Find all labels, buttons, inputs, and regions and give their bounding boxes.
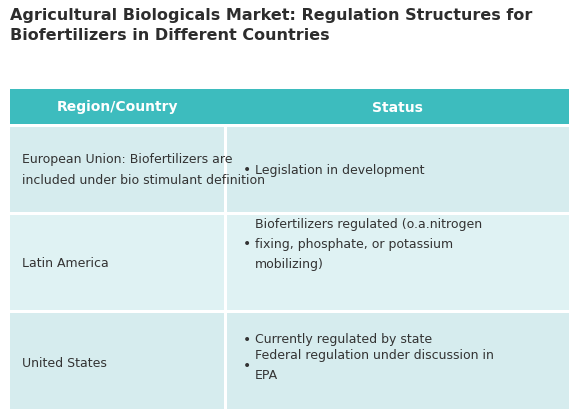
Text: Region/Country: Region/Country <box>57 100 178 114</box>
Bar <box>10 125 569 128</box>
Bar <box>223 216 227 310</box>
Bar <box>225 128 569 213</box>
Bar <box>10 313 225 409</box>
Text: Biofertilizers regulated (o.a.nitrogen
fixing, phosphate, or potassium
mobilizin: Biofertilizers regulated (o.a.nitrogen f… <box>255 218 482 270</box>
Text: Agricultural Biologicals Market: Regulation Structures for: Agricultural Biologicals Market: Regulat… <box>10 8 532 23</box>
Text: Status: Status <box>372 100 423 114</box>
Text: European Union: Biofertilizers are
included under bio stimulant definition: European Union: Biofertilizers are inclu… <box>22 153 265 187</box>
Bar <box>10 128 225 213</box>
Bar <box>10 213 569 216</box>
Bar <box>225 313 569 409</box>
Text: Currently regulated by state: Currently regulated by state <box>255 333 433 346</box>
Bar <box>225 216 569 310</box>
Bar <box>10 310 569 313</box>
Text: United States: United States <box>22 357 107 370</box>
Text: Biofertilizers in Different Countries: Biofertilizers in Different Countries <box>10 28 329 43</box>
Bar <box>223 128 227 213</box>
Bar <box>10 216 225 310</box>
Text: •: • <box>243 358 251 372</box>
Bar <box>223 313 227 409</box>
Text: •: • <box>243 237 251 251</box>
Text: •: • <box>243 332 251 346</box>
Bar <box>10 90 569 125</box>
Text: Latin America: Latin America <box>22 256 109 270</box>
Text: Federal regulation under discussion in
EPA: Federal regulation under discussion in E… <box>255 348 494 382</box>
Text: Legislation in development: Legislation in development <box>255 164 425 177</box>
Text: •: • <box>243 163 251 177</box>
